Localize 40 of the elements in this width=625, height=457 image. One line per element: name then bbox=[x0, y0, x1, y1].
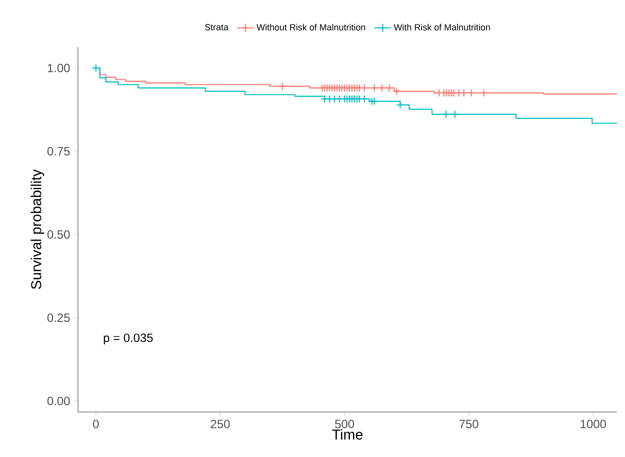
point bbox=[460, 88, 468, 97]
point bbox=[326, 94, 334, 103]
point bbox=[396, 100, 404, 109]
x-tick-label: 250 bbox=[210, 420, 230, 428]
x-tick-label: 500 bbox=[335, 420, 354, 428]
point bbox=[330, 94, 339, 103]
y-axis-title: Survival probability bbox=[30, 169, 44, 290]
legend-title: Strata bbox=[204, 24, 228, 30]
point bbox=[450, 88, 458, 97]
x-tick-label: 0 bbox=[93, 420, 99, 428]
y-tick-label: 0.75 bbox=[47, 147, 70, 156]
x-axis-title: Time bbox=[332, 429, 363, 440]
point bbox=[278, 82, 286, 90]
point bbox=[320, 94, 329, 103]
y-tick-label: 0.25 bbox=[47, 314, 70, 322]
point bbox=[454, 88, 463, 97]
point bbox=[434, 88, 444, 97]
point bbox=[480, 88, 488, 97]
x-tick-label: 1000 bbox=[580, 420, 606, 428]
point bbox=[360, 94, 368, 103]
point bbox=[450, 110, 459, 118]
point bbox=[370, 84, 378, 92]
point bbox=[392, 87, 401, 96]
legend-label: Without Risk of Malnutrition bbox=[256, 24, 366, 30]
y-tick-label: 0.00 bbox=[47, 396, 70, 406]
point bbox=[370, 97, 378, 106]
legend-label: With Risk of Malnutrition bbox=[394, 24, 490, 30]
y-tick-label: 0.50 bbox=[47, 230, 70, 239]
point bbox=[467, 88, 476, 97]
point bbox=[92, 64, 100, 72]
point bbox=[355, 84, 364, 92]
point bbox=[442, 110, 450, 118]
x-tick-label: 750 bbox=[459, 420, 478, 428]
y-tick-label: 1.00 bbox=[48, 64, 70, 72]
point bbox=[355, 94, 364, 103]
point bbox=[378, 84, 386, 92]
point bbox=[336, 94, 344, 103]
point bbox=[360, 84, 368, 92]
point bbox=[385, 84, 394, 92]
annotation: p = 0.035 bbox=[104, 334, 153, 344]
